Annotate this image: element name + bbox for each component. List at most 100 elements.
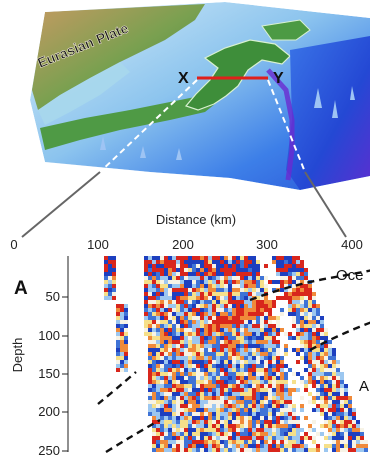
tomography-cell (156, 424, 160, 428)
tomography-cell (208, 320, 212, 324)
tomography-cell (124, 364, 128, 368)
tomography-cell (244, 368, 248, 372)
tomography-cell (292, 348, 296, 352)
tomography-cell (232, 392, 236, 396)
tomography-cell (216, 296, 220, 300)
tomography-cell (200, 280, 204, 284)
tomography-cell (108, 268, 112, 272)
tomography-cell (120, 336, 124, 340)
tomography-cell (148, 284, 152, 288)
tomography-cell (116, 328, 120, 332)
tomography-cell (236, 348, 240, 352)
tomography-cell (188, 268, 192, 272)
tomography-cell (216, 412, 220, 416)
tomography-cell (152, 376, 156, 380)
tomography-cell (172, 436, 176, 440)
tomography-cell (200, 392, 204, 396)
tomography-cell (308, 380, 312, 384)
tomography-cell (184, 376, 188, 380)
tomography-cell (172, 340, 176, 344)
tomography-cell (260, 344, 264, 348)
tomography-cell (120, 364, 124, 368)
tomography-cell (176, 264, 180, 268)
tomography-cell (252, 412, 256, 416)
tomography-cell (288, 256, 292, 260)
tomography-cell (288, 432, 292, 436)
tomography-cell (212, 384, 216, 388)
tomography-cell (156, 432, 160, 436)
tomography-cell (300, 348, 304, 352)
tomography-cell (200, 388, 204, 392)
tomography-cell (332, 380, 336, 384)
tomography-cell (112, 292, 116, 296)
tomography-cell (260, 420, 264, 424)
tomography-cell (352, 420, 356, 424)
tomography-cell (248, 280, 252, 284)
tomography-cell (144, 284, 148, 288)
tomography-cell (200, 324, 204, 328)
tomography-cell (312, 364, 316, 368)
tomography-cell (236, 408, 240, 412)
tomography-cell (172, 304, 176, 308)
tomography-cell (296, 276, 300, 280)
tomography-cell (272, 324, 276, 328)
tomography-cell (116, 320, 120, 324)
tomography-cell (244, 396, 248, 400)
tomography-cell (232, 412, 236, 416)
tomography-cell (268, 308, 272, 312)
tomography-cell (236, 276, 240, 280)
tomography-cell (292, 316, 296, 320)
tomography-cell (260, 284, 264, 288)
tomography-cell (224, 380, 228, 384)
tomography-cell (300, 304, 304, 308)
tomography-cell (280, 356, 284, 360)
tomography-cell (152, 284, 156, 288)
tomography-cell (192, 356, 196, 360)
tomography-cell (196, 256, 200, 260)
tomography-cell (172, 268, 176, 272)
tomography-cell (308, 372, 312, 376)
tomography-cell (316, 356, 320, 360)
tomography-cell (160, 376, 164, 380)
tomography-cell (228, 388, 232, 392)
tomography-cell (296, 260, 300, 264)
tomography-cell (192, 304, 196, 308)
tomography-cell (232, 376, 236, 380)
tomography-cell (264, 316, 268, 320)
tomography-cell (340, 372, 344, 376)
tomography-cell (240, 444, 244, 448)
tomography-cell (248, 420, 252, 424)
tomography-cell (304, 308, 308, 312)
tomography-cell (300, 280, 304, 284)
tomography-cell (176, 428, 180, 432)
tomography-cell (240, 420, 244, 424)
tomography-cell (228, 272, 232, 276)
tomography-cell (236, 424, 240, 428)
tomography-cell (240, 352, 244, 356)
tomography-cell (360, 428, 364, 432)
tomography-cell (272, 260, 276, 264)
tomography-cell (200, 292, 204, 296)
tomography-cell (284, 416, 288, 420)
tomography-cell (192, 256, 196, 260)
tomography-cell (148, 340, 152, 344)
tomography-cell (244, 356, 248, 360)
tomography-cell (124, 348, 128, 352)
tomography-cell (220, 272, 224, 276)
tomography-cell (176, 404, 180, 408)
tomography-cell (208, 448, 212, 452)
tomography-cell (200, 364, 204, 368)
tomography-cell (216, 344, 220, 348)
tomography-cell (272, 384, 276, 388)
tomography-cell (252, 420, 256, 424)
tomography-cell (208, 292, 212, 296)
tomography-cell (160, 432, 164, 436)
tomography-cell (244, 272, 248, 276)
tomography-cell (208, 412, 212, 416)
tomography-cell (252, 376, 256, 380)
relief-map: Eurasian Plate X Y (30, 2, 370, 190)
tomography-cell (344, 436, 348, 440)
tomography-cell (216, 340, 220, 344)
tomography-cell (336, 448, 340, 452)
tomography-cell (336, 416, 340, 420)
